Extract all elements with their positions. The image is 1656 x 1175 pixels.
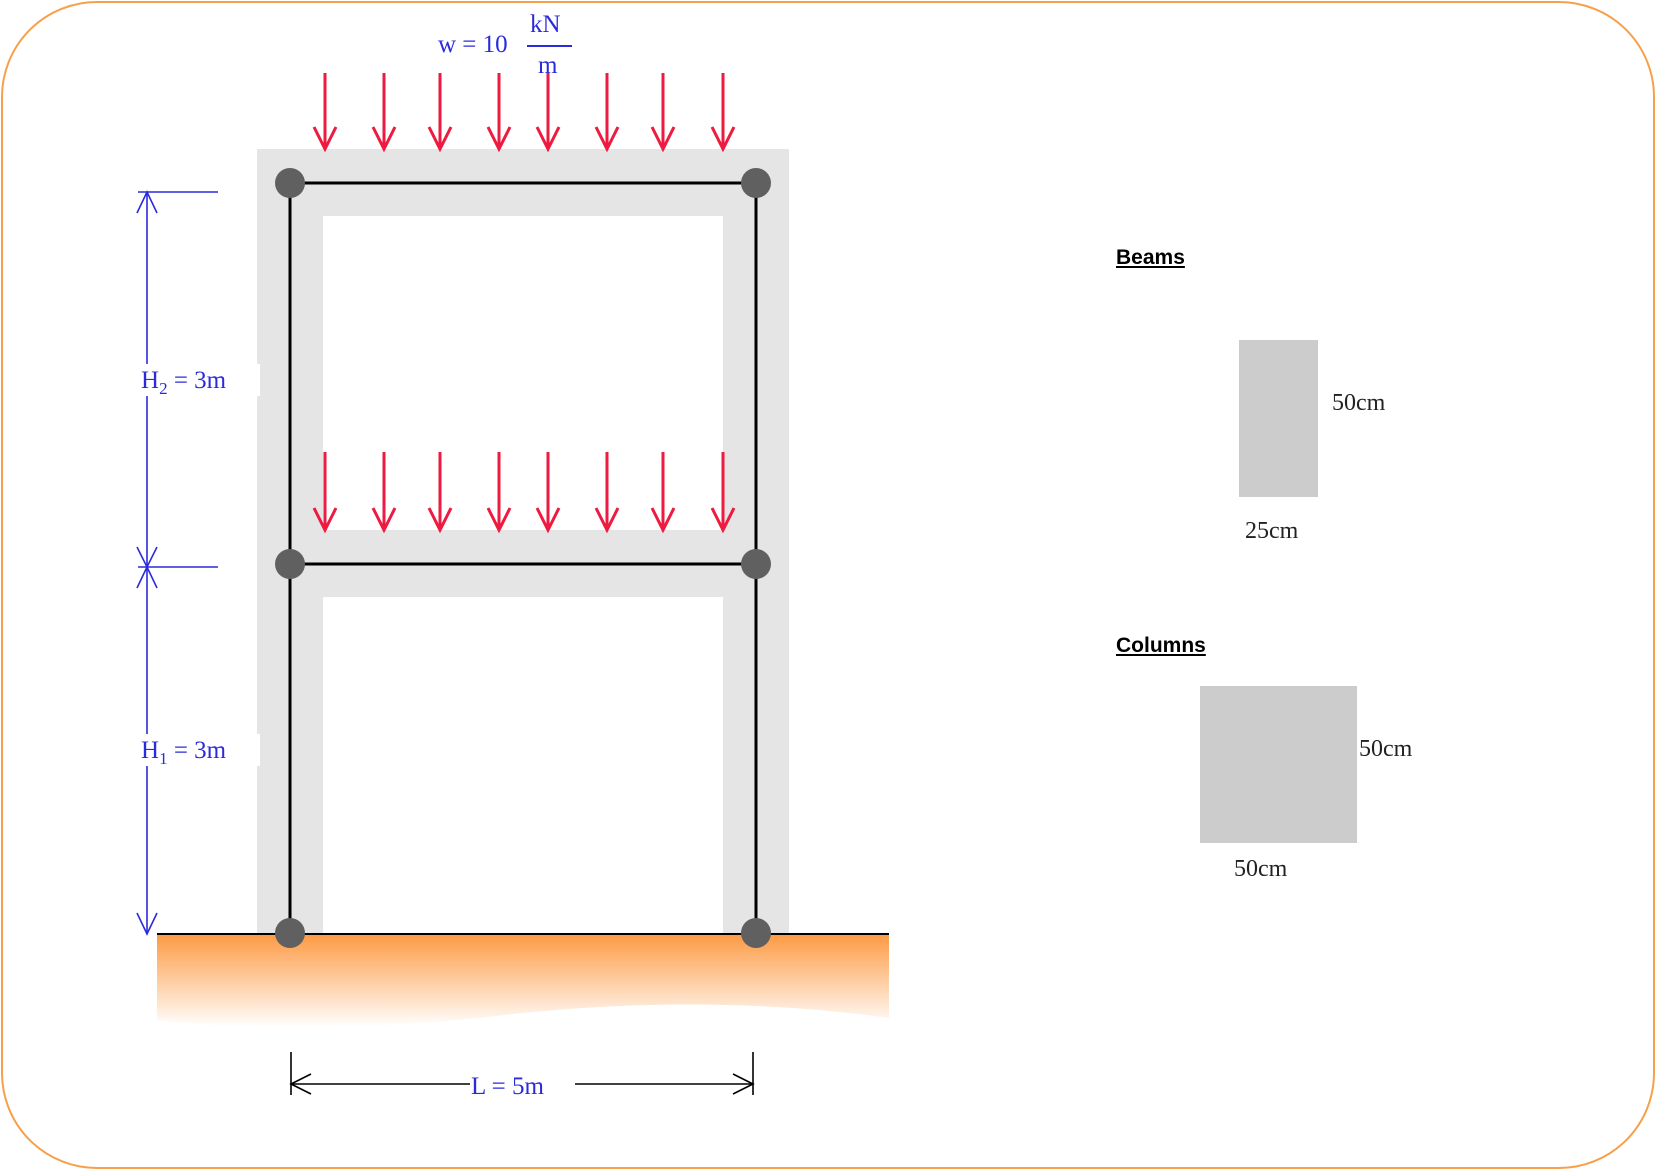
beams-title: Beams bbox=[1116, 246, 1185, 269]
beam-height-label: 50cm bbox=[1332, 390, 1386, 416]
columns-title: Columns bbox=[1116, 634, 1206, 657]
floor-load-arrows bbox=[312, 452, 736, 534]
h2-sub: 2 bbox=[159, 379, 168, 398]
floor-load-arrowhead-2 bbox=[371, 507, 397, 534]
load-numerator: kN bbox=[530, 11, 561, 38]
height-dimensions bbox=[136, 190, 218, 936]
roof-load-arrowhead-6 bbox=[594, 126, 620, 153]
roof-load-arrowhead-8 bbox=[710, 126, 736, 153]
floor-load-arrowhead-4 bbox=[486, 507, 512, 534]
roof-load-arrowhead-1 bbox=[312, 126, 338, 153]
node-base-right bbox=[741, 918, 771, 948]
member-shading bbox=[257, 149, 789, 934]
h2-label-bg bbox=[138, 364, 260, 396]
floor-load-arrowhead-6 bbox=[594, 507, 620, 534]
node-top-right bbox=[741, 168, 771, 198]
roof-load-arrowhead-3 bbox=[427, 126, 453, 153]
dim-arrow-mid-down bbox=[136, 565, 158, 589]
node-base-left bbox=[275, 918, 305, 948]
floor-load-arrowhead-3 bbox=[427, 507, 453, 534]
span-label: L = 5m bbox=[471, 1073, 544, 1100]
node-mid-right bbox=[741, 549, 771, 579]
roof-load-arrowhead-4 bbox=[486, 126, 512, 153]
load-prefix: w = 10 bbox=[438, 31, 508, 58]
load-denominator: m bbox=[538, 52, 558, 79]
node-mid-left bbox=[275, 549, 305, 579]
beam-section bbox=[1239, 340, 1318, 497]
column-height-label: 50cm bbox=[1359, 736, 1413, 762]
h1-sub: 1 bbox=[159, 749, 168, 768]
column-width-label: 50cm bbox=[1234, 856, 1288, 882]
span-arrow-right bbox=[732, 1073, 755, 1095]
roof-load-arrows bbox=[312, 73, 736, 153]
floor-load-arrowhead-7 bbox=[650, 507, 676, 534]
h2-main: H bbox=[141, 367, 159, 394]
span-arrow-left bbox=[289, 1073, 312, 1095]
h1-label: H1 = 3m bbox=[141, 737, 227, 768]
node-top-left bbox=[275, 168, 305, 198]
column-section bbox=[1200, 686, 1357, 843]
ground bbox=[157, 934, 889, 1028]
h2-label: H2 = 3m bbox=[141, 367, 227, 398]
h1-label-bg bbox=[138, 734, 260, 766]
floor-load-arrowhead-1 bbox=[312, 507, 338, 534]
roof-load-arrowhead-7 bbox=[650, 126, 676, 153]
floor-load-arrowhead-5 bbox=[535, 507, 561, 534]
dim-arrow-top bbox=[136, 190, 158, 214]
roof-load-arrowhead-2 bbox=[371, 126, 397, 153]
dim-arrow-bottom bbox=[136, 912, 158, 936]
roof-load-arrowhead-5 bbox=[535, 126, 561, 153]
h1-rest: = 3m bbox=[168, 737, 227, 764]
load-label: w = 10 kN m bbox=[438, 11, 572, 79]
beam-width-label: 25cm bbox=[1245, 518, 1299, 544]
h1-main: H bbox=[141, 737, 159, 764]
nodes bbox=[275, 168, 771, 948]
span-dimension bbox=[289, 1052, 755, 1095]
floor-load-arrowhead-8 bbox=[710, 507, 736, 534]
h2-rest: = 3m bbox=[168, 367, 227, 394]
